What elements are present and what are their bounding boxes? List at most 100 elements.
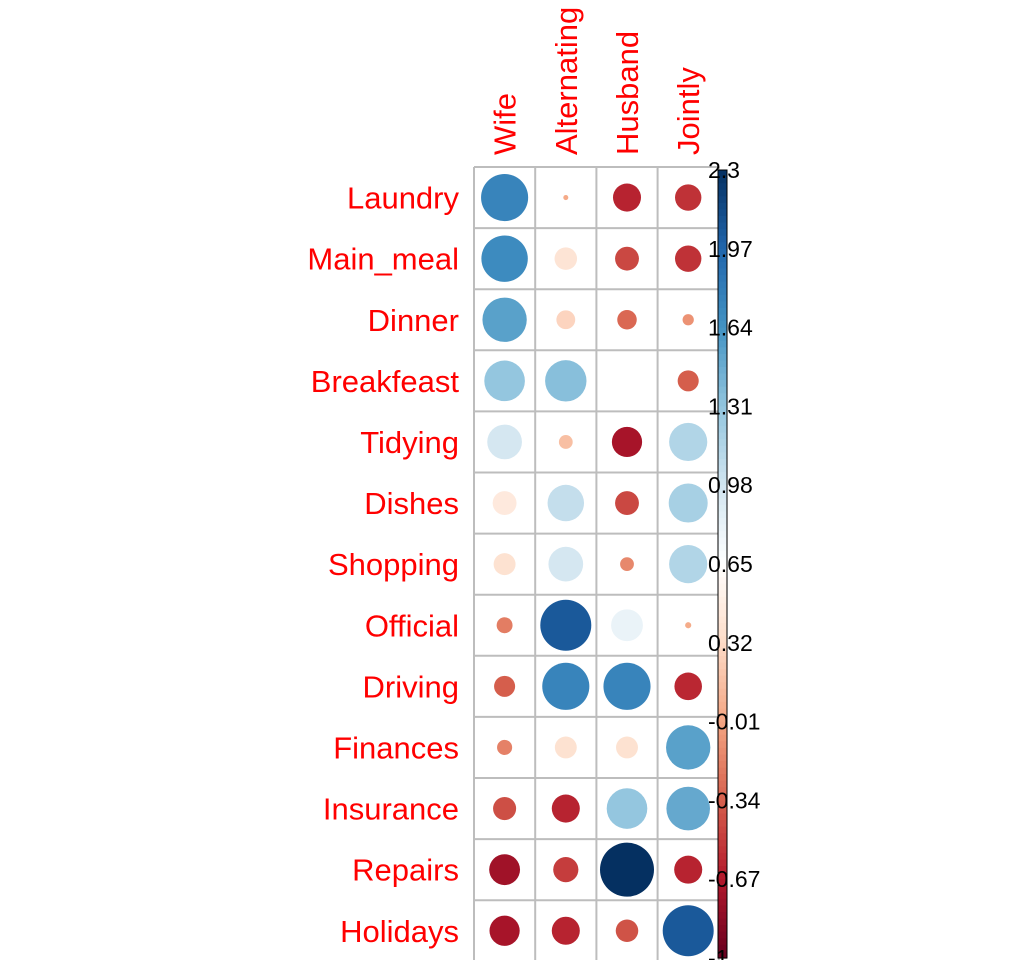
colorbar-segment [718,879,727,887]
correlation-circle [492,491,517,515]
colorbar-segment [718,675,727,683]
colorbar-segment [718,813,727,821]
colorbar-segment [718,623,727,631]
column-label: Alternating [549,7,584,155]
colorbar-segment [718,518,727,526]
colorbar-segment [718,951,727,959]
correlation-circle [603,662,651,710]
colorbar-segment [718,655,727,664]
colorbar-segment [718,202,727,210]
colorbar-tick-label: 1.64 [708,315,753,341]
colorbar-segment [718,458,727,467]
colorbar-segment [718,504,727,513]
correlation-circle [553,857,579,883]
correlation-circle [542,662,590,710]
correlation-circle [489,854,521,886]
correlation-circle [612,183,642,212]
colorbar-segment [718,334,727,342]
colorbar-segment [718,209,727,217]
correlation-circle [666,786,710,831]
colorbar-tick-label: 2.3 [708,157,740,183]
colorbar-segment [718,616,727,624]
colorbar-segment [718,885,727,893]
colorbar-segment [718,787,727,795]
colorbar-segment [718,570,727,578]
colorbar-segment [718,386,727,394]
colorbar-segment [718,307,727,316]
colorbar-segment [718,215,727,224]
colorbar-segment [718,649,727,657]
colorbar-segment [718,393,727,401]
colorbar-tick-label: -0.34 [708,787,761,813]
correlation-circle [547,484,585,522]
correlation-circle [682,314,694,326]
colorbar-segment [718,170,727,178]
colorbar-tick-label: 0.98 [708,472,753,498]
row-label: Dinner [368,303,459,338]
correlation-circle [494,675,516,697]
correlation-circle [674,855,703,884]
colorbar-segment [718,734,727,742]
correlation-circle [616,736,638,759]
colorbar-segment [718,176,727,184]
correlation-circles [481,174,714,957]
colorbar-segment [718,255,727,263]
colorbar-segment [718,826,727,834]
colorbar-segment [718,294,727,302]
colorbar-segment [718,846,727,854]
colorbar-segment [718,701,727,710]
colorbar-segment [718,360,727,368]
correlation-circle [493,797,517,821]
colorbar-segment [718,373,727,381]
correlation-circle [482,297,527,342]
colorbar-segment [718,183,727,191]
row-label: Finances [333,730,459,765]
colorbar-segment [718,327,727,335]
colorbar-segment [718,196,727,204]
correlation-circle [620,557,634,572]
correlation-circle [611,609,643,642]
colorbar-segment [718,918,727,926]
correlation-circle [540,599,592,651]
colorbar-segment [718,268,727,276]
colorbar-segment [718,761,727,769]
correlation-circle [606,788,648,829]
correlation-circle [615,491,639,515]
correlation-circle [669,422,708,462]
row-label: Main_meal [307,242,459,277]
colorbar-segment [718,472,727,480]
colorbar-segment [718,577,727,585]
row-label: Breakfeast [311,364,460,399]
colorbar-segment [718,564,727,572]
colorbar-segment [718,708,727,716]
correlation-circle [685,622,692,629]
colorbar-segment [718,872,727,880]
colorbar-segment [718,793,727,801]
colorbar-segment [718,485,727,493]
colorbar-segment [718,426,727,434]
colorbar-segment [718,931,727,939]
colorbar-segment [718,544,727,552]
colorbar-segment [718,774,727,782]
correlation-circle [484,360,525,402]
colorbar-segment [718,537,727,545]
colorbar-tick-label: 0.32 [708,630,753,656]
column-label: Wife [488,93,523,155]
colorbar-segment [718,235,727,243]
colorbar-segment [718,938,727,946]
colorbar-segment [718,642,727,650]
correlation-circle [677,370,699,392]
colorbar-tick-label: 0.65 [708,551,753,577]
correlation-circle [556,310,576,330]
colorbar-segment [718,944,727,953]
colorbar-segment [718,439,727,447]
correlation-circle [669,545,708,584]
colorbar-segment [718,721,727,729]
correlation-circle [551,794,580,823]
correlation-circle [674,672,702,701]
colorbar-segment [718,498,727,506]
colorbar-segment [718,531,727,539]
correlation-circle [548,546,584,582]
colorbar-segment [718,419,727,427]
